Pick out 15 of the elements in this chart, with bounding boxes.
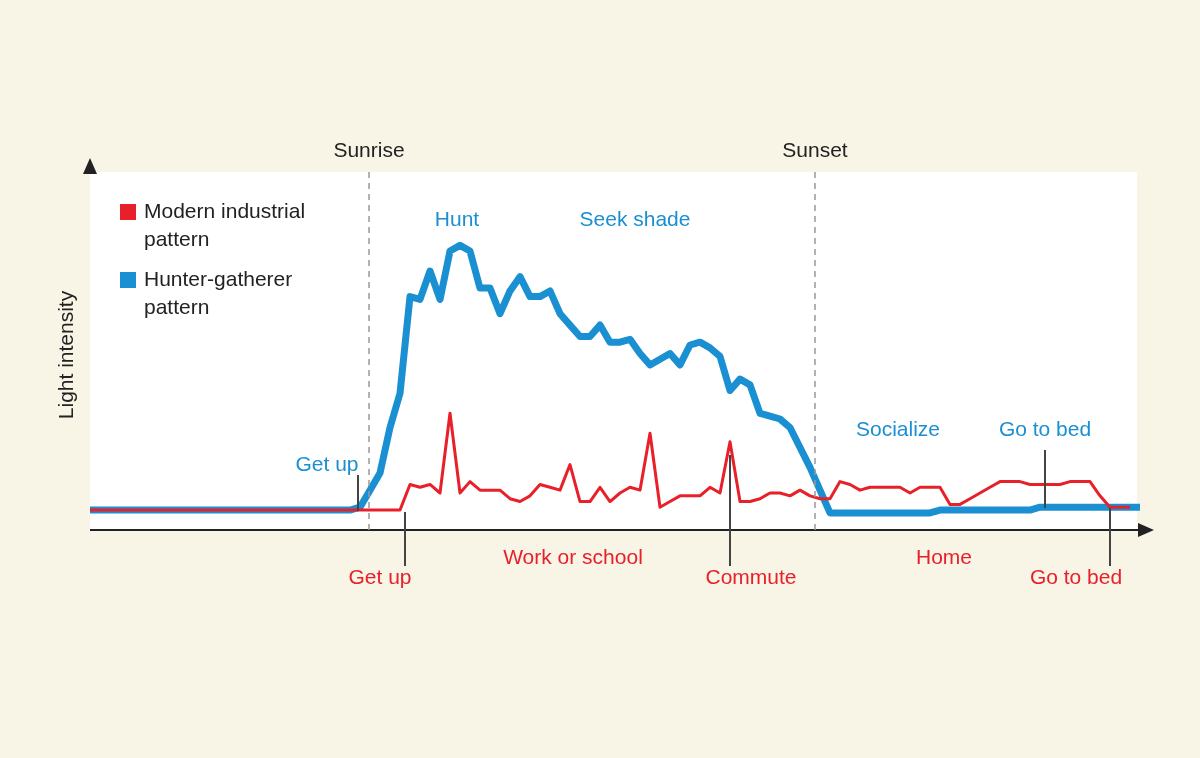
text: Seek shade xyxy=(579,207,691,231)
annotation: Go to bed xyxy=(998,417,1092,441)
annotation: Socialize xyxy=(855,417,941,441)
text: Hunt xyxy=(434,207,480,231)
annotation: Get up xyxy=(295,452,359,476)
text: Work or school xyxy=(503,545,643,569)
legend-label: Modern industrial pattern xyxy=(144,198,307,252)
text: Get up xyxy=(348,565,412,589)
text: Sunset xyxy=(782,138,848,162)
text: Commute xyxy=(705,565,797,589)
legend-label: Hunter-gatherer pattern xyxy=(144,266,294,320)
y-axis-title: Light intensity xyxy=(54,290,78,420)
text: Go to bed xyxy=(1029,565,1123,589)
text: Sunrise xyxy=(333,138,405,162)
text: Home xyxy=(915,545,973,569)
